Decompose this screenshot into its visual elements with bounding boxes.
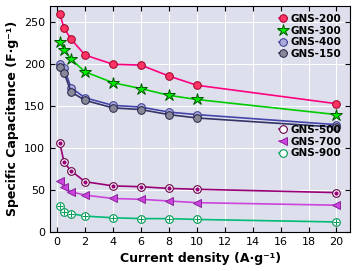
GNS-300 [83, 70, 87, 73]
GNS-300 [334, 113, 339, 116]
GNS-150 [167, 113, 171, 116]
GNS-700 [334, 204, 339, 207]
GNS-200 [334, 102, 339, 105]
GNS-700 [69, 190, 73, 193]
GNS-500 [83, 180, 87, 183]
Line: GNS-200: GNS-200 [56, 10, 340, 108]
GNS-700 [111, 197, 115, 200]
GNS-300 [69, 58, 73, 61]
GNS-400 [58, 63, 62, 66]
GNS-200 [62, 27, 66, 30]
GNS-400 [62, 67, 66, 70]
GNS-200 [58, 12, 62, 15]
GNS-200 [83, 53, 87, 57]
GNS-150 [111, 106, 115, 109]
GNS-150 [58, 65, 62, 68]
GNS-300 [111, 81, 115, 84]
GNS-150 [62, 71, 66, 74]
GNS-400 [69, 86, 73, 89]
GNS-700 [195, 201, 199, 204]
GNS-900 [83, 214, 87, 218]
GNS-500 [334, 191, 339, 194]
GNS-900 [62, 210, 66, 214]
GNS-200 [139, 63, 143, 67]
GNS-900 [195, 218, 199, 221]
GNS-500 [58, 141, 62, 145]
GNS-400 [167, 111, 171, 114]
GNS-150 [83, 99, 87, 102]
X-axis label: Current density (A·g⁻¹): Current density (A·g⁻¹) [120, 253, 281, 265]
GNS-500 [167, 187, 171, 190]
GNS-900 [167, 217, 171, 220]
GNS-500 [69, 169, 73, 172]
GNS-200 [69, 37, 73, 41]
GNS-700 [167, 199, 171, 203]
GNS-150 [195, 116, 199, 120]
GNS-900 [58, 204, 62, 208]
GNS-400 [334, 123, 339, 126]
GNS-150 [69, 90, 73, 93]
GNS-300 [62, 49, 66, 52]
GNS-500 [139, 185, 143, 188]
Line: GNS-300: GNS-300 [54, 36, 343, 121]
GNS-500 [111, 184, 115, 188]
GNS-700 [139, 198, 143, 201]
GNS-900 [334, 220, 339, 224]
GNS-500 [62, 161, 66, 164]
GNS-500 [195, 188, 199, 191]
GNS-300 [139, 87, 143, 90]
GNS-900 [69, 212, 73, 215]
Line: GNS-500: GNS-500 [56, 139, 340, 196]
GNS-400 [83, 96, 87, 99]
GNS-150 [139, 108, 143, 111]
Line: GNS-700: GNS-700 [56, 177, 341, 209]
GNS-300 [167, 94, 171, 97]
GNS-200 [111, 63, 115, 66]
GNS-700 [58, 179, 62, 182]
Y-axis label: Specific Capacitance (F·g⁻¹): Specific Capacitance (F·g⁻¹) [6, 21, 19, 217]
GNS-200 [195, 84, 199, 87]
GNS-300 [58, 40, 62, 43]
Legend: GNS-500, GNS-700, GNS-900: GNS-500, GNS-700, GNS-900 [278, 124, 342, 159]
Line: GNS-400: GNS-400 [56, 60, 340, 128]
GNS-700 [62, 185, 66, 188]
GNS-700 [83, 193, 87, 197]
Line: GNS-900: GNS-900 [56, 202, 340, 226]
Line: GNS-150: GNS-150 [56, 63, 340, 131]
GNS-400 [139, 105, 143, 109]
GNS-400 [111, 104, 115, 107]
GNS-900 [111, 216, 115, 220]
GNS-300 [195, 98, 199, 101]
GNS-150 [334, 125, 339, 129]
GNS-200 [167, 74, 171, 78]
GNS-400 [195, 113, 199, 116]
GNS-900 [139, 217, 143, 220]
